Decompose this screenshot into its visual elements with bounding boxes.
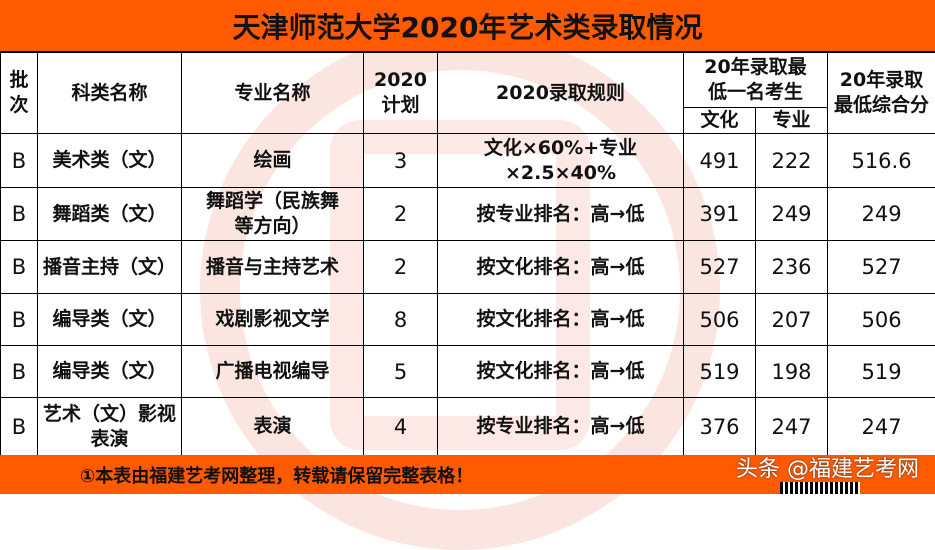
cell-category: 编导类（文） (38, 346, 182, 398)
cell-batch: B (1, 134, 38, 188)
cell-major: 播音与主持艺术 (182, 241, 364, 294)
cell-batch: B (1, 346, 38, 398)
cell-rule: 按文化排名：高→低 (438, 294, 684, 346)
header-batch: 批次 (1, 53, 38, 134)
header-lowest-composite: 20年录取最低综合分 (828, 53, 935, 134)
cell-composite: 247 (828, 398, 935, 456)
footer-brand-watermark: 头条 @福建艺考网 (736, 451, 919, 483)
cell-plan: 5 (364, 346, 438, 398)
cell-specialty: 247 (756, 398, 828, 456)
cell-category: 艺术（文）影视表演 (38, 398, 182, 456)
cell-specialty: 207 (756, 294, 828, 346)
cell-major: 戏剧影视文学 (182, 294, 364, 346)
cell-batch: B (1, 294, 38, 346)
table-row: B 编导类（文） 广播电视编导 5 按文化排名：高→低 519 198 519 (1, 346, 935, 398)
page-title: 天津师范大学2020年艺术类录取情况 (0, 0, 935, 52)
cell-batch: B (1, 398, 38, 456)
cell-specialty: 236 (756, 241, 828, 294)
cell-plan: 4 (364, 398, 438, 456)
cell-culture: 376 (684, 398, 756, 456)
table-row: B 编导类（文） 戏剧影视文学 8 按文化排名：高→低 506 207 506 (1, 294, 935, 346)
cell-major: 广播电视编导 (182, 346, 364, 398)
cell-rule: 按专业排名：高→低 (438, 188, 684, 241)
cell-major: 绘画 (182, 134, 364, 188)
cell-rule: 文化×60%+专业×2.5×40% (438, 134, 684, 188)
cell-major: 舞蹈学（民族舞等方向） (182, 188, 364, 241)
qr-code-icon (780, 482, 860, 494)
table-row: B 播音主持（文） 播音与主持艺术 2 按文化排名：高→低 527 236 52… (1, 241, 935, 294)
header-culture: 文化 (684, 108, 756, 134)
cell-culture: 527 (684, 241, 756, 294)
title-text: 天津师范大学2020年艺术类录取情况 (233, 6, 703, 46)
cell-specialty: 198 (756, 346, 828, 398)
admission-table: 批次 科类名称 专业名称 2020计划 2020录取规则 20年录取最低一名考生… (0, 52, 935, 456)
header-rule: 2020录取规则 (438, 53, 684, 134)
cell-plan: 3 (364, 134, 438, 188)
cell-category: 编导类（文） (38, 294, 182, 346)
cell-rule: 按文化排名：高→低 (438, 346, 684, 398)
cell-composite: 249 (828, 188, 935, 241)
cell-culture: 519 (684, 346, 756, 398)
cell-plan: 2 (364, 241, 438, 294)
cell-culture: 506 (684, 294, 756, 346)
cell-plan: 2 (364, 188, 438, 241)
cell-specialty: 249 (756, 188, 828, 241)
cell-composite: 516.6 (828, 134, 935, 188)
cell-culture: 391 (684, 188, 756, 241)
header-plan: 2020计划 (364, 53, 438, 134)
table-row: B 舞蹈类（文） 舞蹈学（民族舞等方向） 2 按专业排名：高→低 391 249… (1, 188, 935, 241)
table-row: B 美术类（文） 绘画 3 文化×60%+专业×2.5×40% 491 222 … (1, 134, 935, 188)
cell-rule: 按专业排名：高→低 (438, 398, 684, 456)
cell-major: 表演 (182, 398, 364, 456)
header-specialty: 专业 (756, 108, 828, 134)
header-major: 专业名称 (182, 53, 364, 134)
footer-note: ①本表由福建艺考网整理，转载请保留完整表格！ (80, 462, 473, 488)
cell-composite: 527 (828, 241, 935, 294)
cell-rule: 按文化排名：高→低 (438, 241, 684, 294)
cell-category: 播音主持（文） (38, 241, 182, 294)
cell-specialty: 222 (756, 134, 828, 188)
cell-category: 美术类（文） (38, 134, 182, 188)
cell-category: 舞蹈类（文） (38, 188, 182, 241)
cell-batch: B (1, 188, 38, 241)
cell-culture: 491 (684, 134, 756, 188)
table-row: B 艺术（文）影视表演 表演 4 按专业排名：高→低 376 247 247 (1, 398, 935, 456)
header-lowest-student: 20年录取最低一名考生 (684, 53, 828, 108)
cell-composite: 506 (828, 294, 935, 346)
header-category: 科类名称 (38, 53, 182, 134)
cell-plan: 8 (364, 294, 438, 346)
cell-batch: B (1, 241, 38, 294)
cell-composite: 519 (828, 346, 935, 398)
